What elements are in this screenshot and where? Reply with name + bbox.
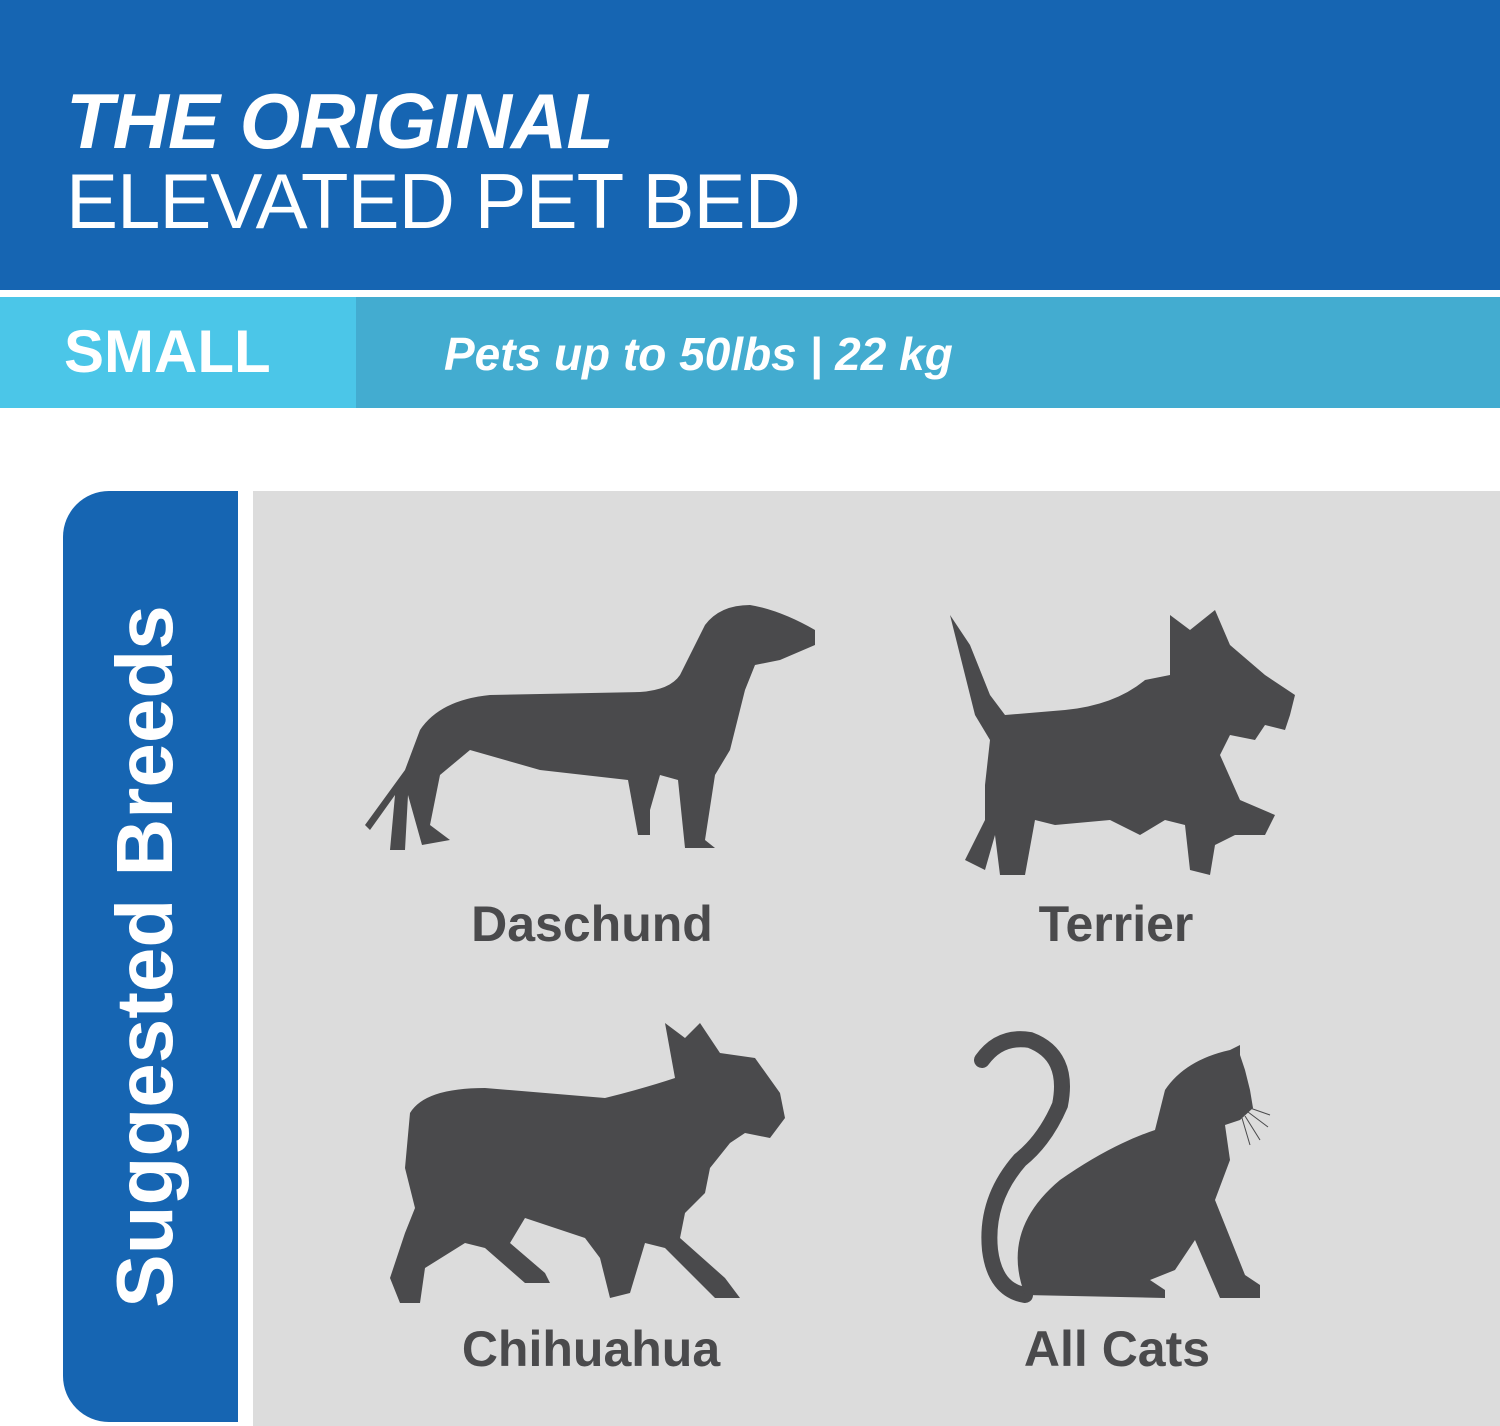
breed-label-chihuahua: Chihuahua bbox=[461, 1321, 721, 1377]
dachshund-icon bbox=[365, 605, 815, 850]
suggested-breeds-label: Suggested Breeds bbox=[100, 605, 189, 1308]
capacity-band: Pets up to 50lbs | 22 kg bbox=[356, 297, 1500, 408]
breeds-panel bbox=[253, 491, 1500, 1426]
sidebar-tab bbox=[63, 491, 238, 1422]
header-banner: THE ORIGINAL ELEVATED PET BED bbox=[0, 0, 1500, 290]
size-label: SMALL bbox=[64, 318, 271, 385]
cat-icon bbox=[974, 1031, 1271, 1303]
terrier-icon bbox=[950, 610, 1295, 875]
chihuahua-icon bbox=[390, 1023, 785, 1303]
title-line2: ELEVATED PET BED bbox=[66, 157, 801, 245]
breed-label-terrier: Terrier bbox=[1038, 896, 1194, 952]
breed-label-all-cats: All Cats bbox=[1023, 1321, 1211, 1377]
size-band: SMALL bbox=[0, 297, 356, 408]
capacity-label: Pets up to 50lbs | 22 kg bbox=[444, 328, 953, 380]
breed-label-daschund: Daschund bbox=[471, 896, 713, 952]
title-line1: THE ORIGINAL bbox=[66, 77, 614, 165]
